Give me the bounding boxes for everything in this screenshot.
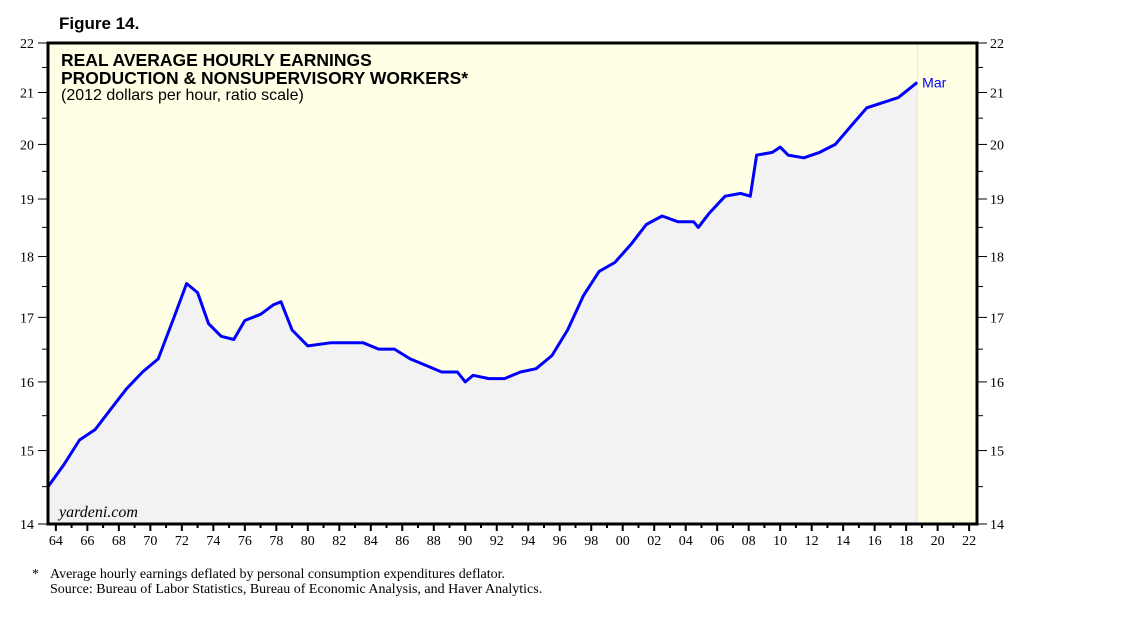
chart-subtitle: (2012 dollars per hour, ratio scale) — [61, 87, 304, 104]
y-tick-label-right: 21 — [990, 87, 1004, 102]
y-tick-label-right: 16 — [990, 376, 1004, 391]
x-tick-label: 04 — [679, 534, 693, 549]
x-tick-label: 20 — [931, 534, 945, 549]
series-line — [46, 81, 919, 488]
x-tick-label: 70 — [143, 534, 157, 549]
chart-title-line1: REAL AVERAGE HOURLY EARNINGS — [61, 50, 372, 70]
x-tick-label: 68 — [112, 534, 126, 549]
y-tick-label-left: 21 — [20, 87, 34, 102]
x-tick-label: 06 — [710, 534, 724, 549]
x-tick-label: 02 — [647, 534, 661, 549]
x-tick-label: 74 — [206, 534, 220, 549]
footnote-marker: * — [32, 567, 39, 582]
x-tick-label: 98 — [584, 534, 598, 549]
x-tick-label: 14 — [836, 534, 850, 549]
y-tick-label-left: 19 — [20, 193, 34, 208]
x-tick-label: 16 — [868, 534, 882, 549]
y-tick-label-left: 20 — [20, 138, 34, 153]
y-tick-label-right: 17 — [990, 311, 1004, 326]
footnote-source: Source: Bureau of Labor Statistics, Bure… — [50, 582, 543, 597]
x-tick-label: 78 — [269, 534, 283, 549]
x-tick-label: 64 — [49, 534, 63, 549]
x-tick-label: 76 — [238, 534, 252, 549]
y-tick-label-left: 17 — [20, 311, 34, 326]
x-tick-label: 80 — [301, 534, 315, 549]
x-tick-label: 96 — [553, 534, 567, 549]
watermark: yardeni.com — [59, 504, 138, 521]
x-tick-label: 94 — [521, 534, 535, 549]
chart-title-line2: PRODUCTION & NONSUPERVISORY WORKERS* — [61, 68, 469, 88]
y-tick-label-right: 20 — [990, 138, 1004, 153]
y-tick-label-right: 18 — [990, 251, 1004, 266]
x-tick-label: 82 — [332, 534, 346, 549]
x-tick-label: 84 — [364, 534, 378, 549]
x-tick-label: 90 — [458, 534, 472, 549]
x-tick-label: 72 — [175, 534, 189, 549]
x-tick-label: 18 — [899, 534, 913, 549]
x-tick-label: 10 — [773, 534, 787, 549]
x-tick-label: 08 — [742, 534, 756, 549]
x-tick-label: 88 — [427, 534, 441, 549]
y-tick-label-left: 18 — [20, 251, 34, 266]
x-tick-label: 22 — [962, 534, 976, 549]
y-tick-label-left: 16 — [20, 376, 34, 391]
y-tick-label-left: 14 — [20, 518, 34, 533]
y-tick-label-right: 19 — [990, 193, 1004, 208]
x-tick-label: 00 — [616, 534, 630, 549]
end-label: Mar — [922, 74, 946, 90]
x-tick-label: 86 — [395, 534, 409, 549]
footnote-note: Average hourly earnings deflated by pers… — [50, 567, 505, 582]
x-tick-label: 92 — [490, 534, 504, 549]
y-tick-label-right: 15 — [990, 445, 1004, 460]
area-fill — [48, 82, 918, 525]
x-tick-label: 12 — [805, 534, 819, 549]
y-tick-label-left: 22 — [20, 37, 34, 52]
figure-label: Figure 14. — [59, 14, 140, 33]
y-tick-label-right: 22 — [990, 37, 1004, 52]
x-tick-label: 66 — [80, 534, 94, 549]
y-tick-label-right: 14 — [990, 518, 1004, 533]
y-tick-label-left: 15 — [20, 445, 34, 460]
